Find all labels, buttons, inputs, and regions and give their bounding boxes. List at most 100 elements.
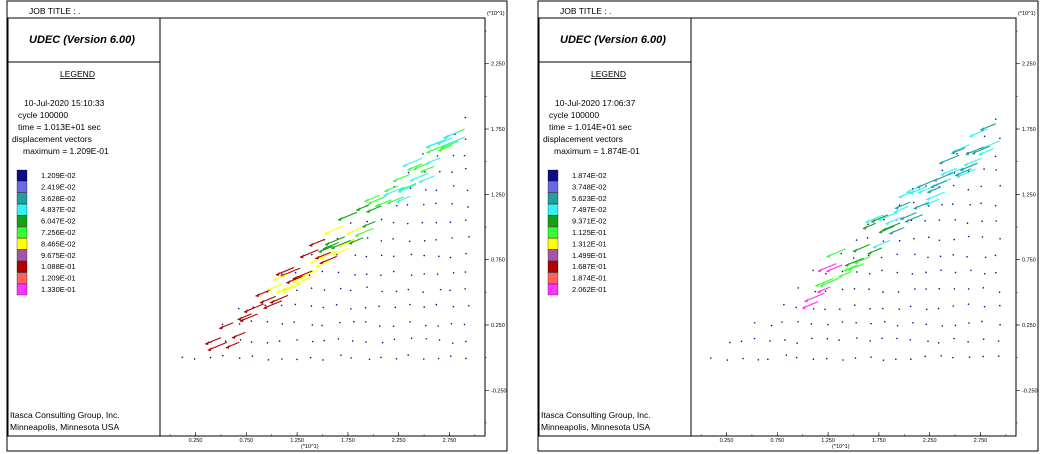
grid-node — [394, 306, 397, 309]
vector-arrowhead — [804, 298, 809, 303]
legend-swatch — [16, 192, 28, 204]
grid-node — [466, 189, 469, 192]
vector-label: displacement vectors — [12, 134, 92, 144]
vector-arrowhead — [269, 299, 274, 304]
grid-node — [869, 307, 871, 310]
grid-node — [293, 321, 295, 323]
vector-arrowhead — [956, 174, 961, 179]
grid-node — [278, 340, 281, 342]
y-tick-label: -0.250 — [491, 388, 507, 394]
grid-node — [422, 291, 424, 293]
y-tick-label: 2.250 — [491, 62, 505, 68]
grid-node — [451, 202, 453, 205]
grid-node — [395, 290, 398, 293]
grid-node — [881, 307, 884, 310]
grid-node — [452, 271, 455, 274]
legend-swatch — [547, 169, 559, 182]
grid-node — [841, 288, 844, 291]
udec-plot-svg-left: JOB TITLE : . UDEC (Version 6.00) LEGEND… — [6, 0, 508, 452]
vector-arrowhead — [402, 163, 407, 168]
grid-node — [464, 271, 467, 273]
x-tick-label: 2.250 — [392, 438, 406, 444]
vector-arrowhead — [318, 249, 323, 254]
grid-node — [464, 288, 466, 290]
legend-swatch — [16, 249, 28, 261]
grid-node — [321, 270, 324, 273]
grid-node — [928, 236, 930, 239]
grid-node — [710, 357, 712, 359]
vector-arrowhead — [272, 277, 277, 282]
grid-node — [365, 255, 368, 258]
vector-arrowhead — [881, 227, 886, 232]
vector-arrowhead — [885, 221, 890, 226]
grid-node — [437, 357, 440, 360]
grid-node — [366, 237, 369, 239]
vector-arrowhead — [965, 151, 970, 156]
vector-arrowhead — [894, 205, 899, 210]
grid-node — [925, 271, 927, 274]
vector-arrowhead — [231, 334, 236, 339]
legend-swatch — [547, 192, 559, 204]
grid-node — [294, 271, 297, 274]
grid-nodes — [710, 118, 1001, 361]
grid-node — [395, 357, 398, 360]
vector-arrowhead — [295, 280, 300, 285]
grid-node — [914, 288, 916, 290]
grid-node — [294, 303, 297, 306]
vector-arrowhead — [913, 205, 918, 210]
vector-arrowhead — [878, 229, 883, 234]
grid-node — [953, 337, 955, 340]
grid-node — [423, 273, 426, 275]
legend-label: 6.047E-02 — [41, 217, 76, 226]
y-tick-label: 0.250 — [491, 323, 505, 329]
grid-node — [392, 270, 395, 273]
grid-node — [909, 305, 912, 308]
grid-node — [408, 240, 411, 243]
grid-node — [311, 324, 314, 326]
grid-node — [969, 203, 971, 206]
x-tick-label: 0.250 — [720, 438, 734, 444]
vector-arrowhead — [443, 135, 448, 140]
grid-node — [838, 308, 841, 310]
vector-arrowhead — [366, 209, 371, 214]
grid-node — [867, 223, 869, 226]
grid-node — [323, 289, 326, 291]
grid-node — [982, 355, 984, 358]
grid-node — [309, 356, 312, 359]
vector-arrowhead — [267, 286, 272, 291]
legend-heading: LEGEND — [60, 69, 95, 79]
plot-date: 10-Jul-2020 17:06:37 — [555, 98, 636, 108]
vector-arrowhead — [826, 268, 831, 273]
grid-node — [883, 320, 886, 323]
cycle-count: cycle 100000 — [549, 110, 599, 120]
grid-node — [209, 356, 212, 359]
vector-arrowhead — [878, 217, 883, 222]
grid-node — [998, 291, 1001, 294]
grid-node — [999, 184, 1001, 187]
vector-arrowhead — [826, 253, 831, 258]
udec-plot-svg-right: JOB TITLE : . UDEC (Version 6.00) LEGEND… — [537, 0, 1039, 452]
legend-labels: 1.209E-02 2.419E-02 3.628E-02 4.837E-02 6.04… — [41, 171, 76, 294]
grid-node — [422, 153, 424, 155]
grid-node — [354, 254, 357, 256]
legend-label: 2.419E-02 — [41, 182, 76, 191]
vector-arrowhead — [939, 160, 944, 165]
y-tick-label: 0.750 — [1022, 258, 1036, 264]
y-tick-label: 1.250 — [1022, 192, 1036, 198]
grid-node — [392, 221, 395, 224]
grid-node — [785, 354, 788, 356]
vector-arrowhead — [281, 288, 286, 293]
solve-time: time = 1.014E+01 sec — [549, 122, 632, 132]
vector-arrowhead — [916, 184, 921, 189]
grid-node — [867, 254, 870, 257]
grid-node — [967, 235, 970, 238]
grid-node — [410, 337, 413, 339]
legend-swatches — [547, 169, 559, 296]
vector-arrowhead — [898, 194, 903, 199]
grid-node — [409, 321, 411, 323]
vector-arrowhead — [310, 259, 315, 264]
vector-arrowhead — [440, 145, 445, 150]
y-tick-label: 0.750 — [491, 258, 505, 264]
x-tick-label: 2.250 — [923, 438, 937, 444]
grid-node — [881, 269, 883, 272]
